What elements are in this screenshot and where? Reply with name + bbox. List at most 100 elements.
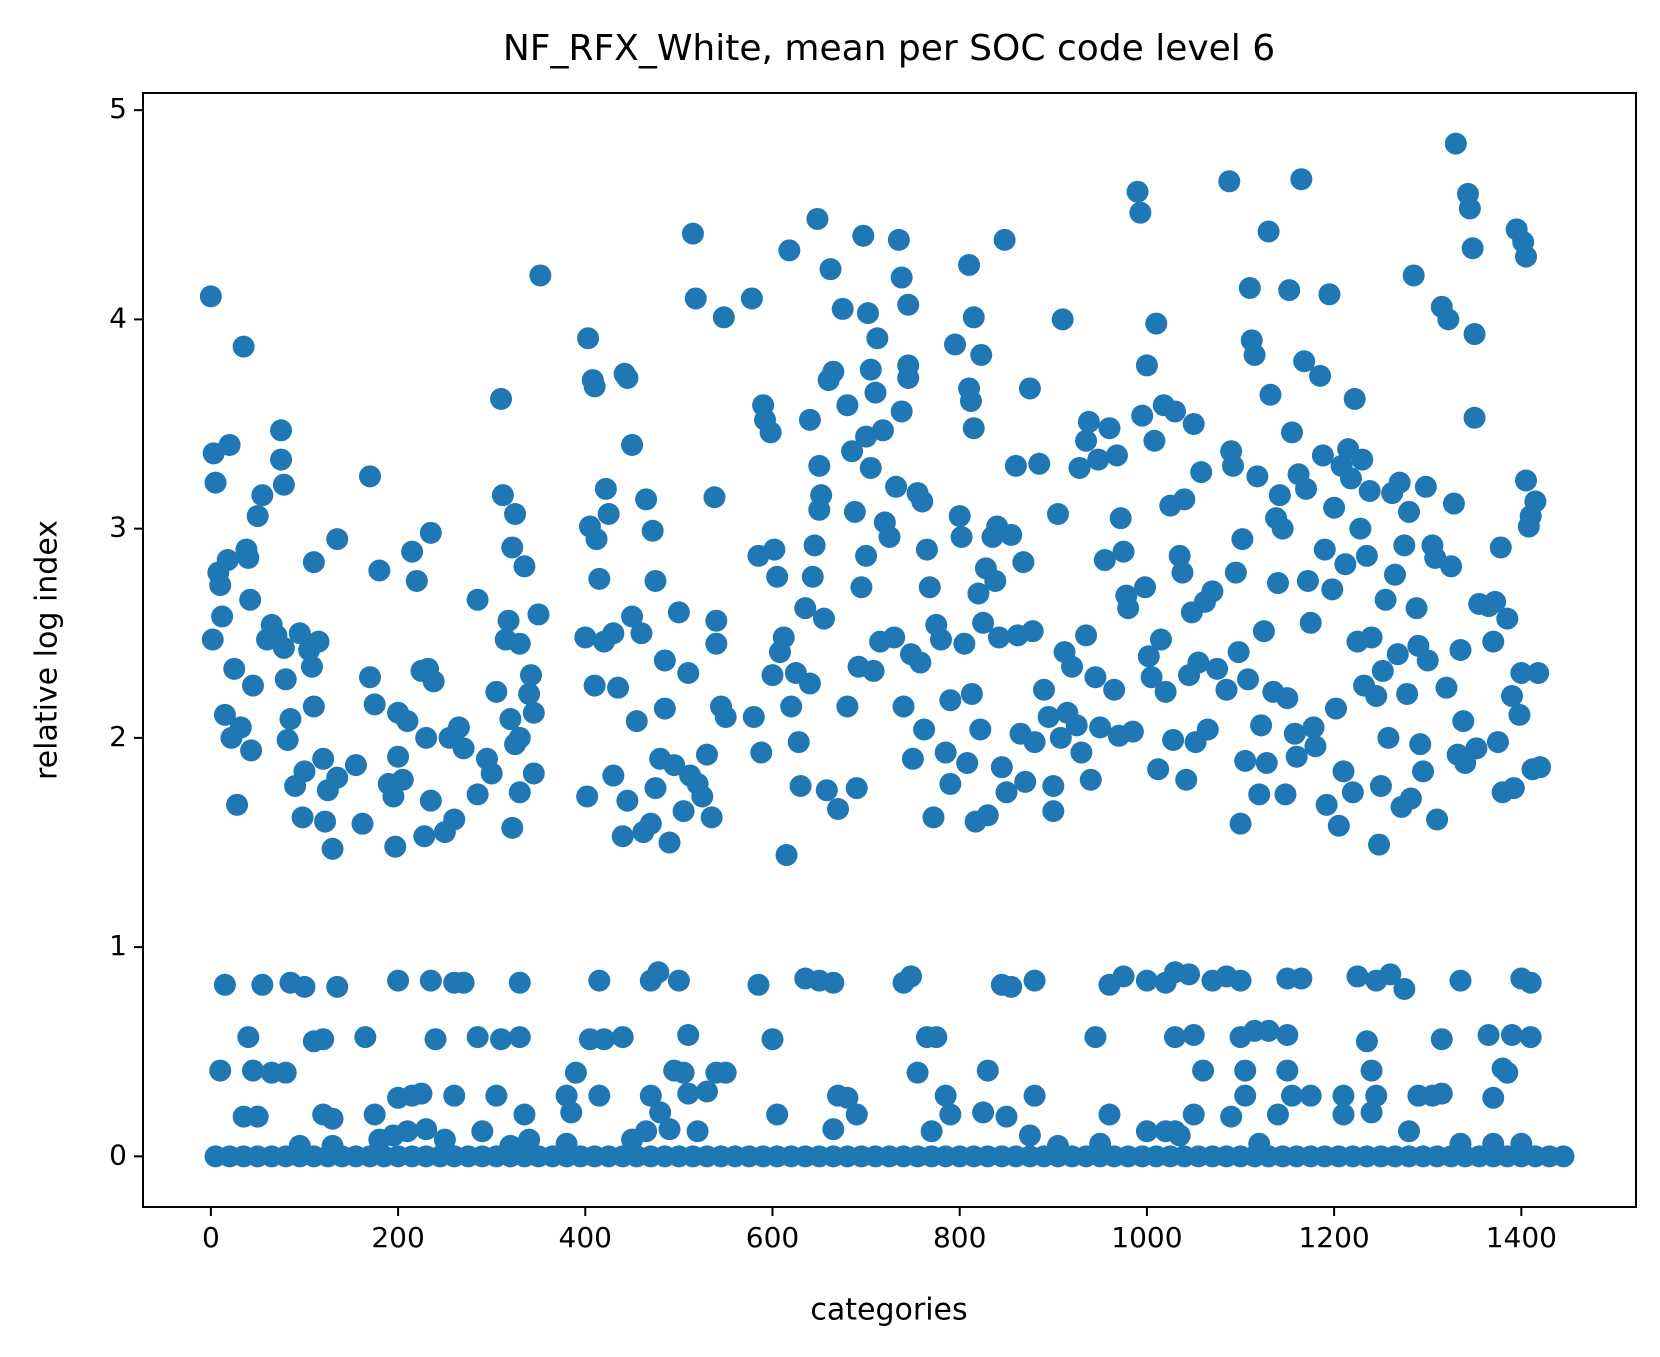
point: [1248, 1132, 1271, 1155]
point: [1502, 777, 1525, 800]
point: [1243, 343, 1266, 366]
point: [1358, 479, 1381, 502]
point: [1332, 760, 1355, 783]
point: [466, 1026, 489, 1049]
point: [878, 526, 901, 549]
point: [900, 965, 923, 988]
point: [649, 1101, 672, 1124]
point: [1023, 969, 1046, 992]
point: [1237, 668, 1260, 691]
point: [1435, 676, 1458, 699]
point: [508, 971, 531, 994]
point: [1175, 768, 1198, 791]
point: [1266, 1103, 1289, 1126]
point: [1281, 421, 1304, 444]
point: [1449, 1132, 1472, 1155]
point: [890, 266, 913, 289]
point: [972, 611, 995, 634]
point: [1283, 722, 1306, 745]
point: [988, 626, 1011, 649]
point: [576, 785, 599, 808]
point: [239, 588, 262, 611]
point: [953, 632, 976, 655]
point: [241, 1059, 264, 1082]
point: [1168, 544, 1191, 567]
point: [939, 1103, 962, 1126]
point: [1112, 965, 1135, 988]
point: [703, 486, 726, 509]
point: [1430, 1028, 1453, 1051]
point: [513, 555, 536, 578]
point: [647, 961, 670, 984]
point: [279, 708, 302, 731]
point: [1046, 1134, 1069, 1157]
x-tick-label: 600: [746, 1221, 799, 1254]
point: [574, 626, 597, 649]
point: [585, 528, 608, 551]
point: [667, 601, 690, 624]
point: [251, 973, 274, 996]
point: [827, 798, 850, 821]
point: [1426, 808, 1449, 831]
point: [1374, 588, 1397, 611]
point: [616, 789, 639, 812]
point: [607, 676, 630, 699]
point: [962, 306, 985, 329]
point: [812, 607, 835, 630]
point: [300, 655, 323, 678]
point: [384, 835, 407, 858]
point: [1163, 1120, 1186, 1143]
point: [1281, 1084, 1304, 1107]
point: [1109, 507, 1132, 530]
point: [1393, 977, 1416, 1000]
point: [616, 366, 639, 389]
point: [291, 806, 314, 829]
point: [593, 1028, 616, 1051]
point: [419, 969, 442, 992]
point: [1442, 492, 1465, 515]
point: [312, 1028, 335, 1051]
x-axis-label: categories: [810, 1293, 967, 1328]
point: [934, 1084, 957, 1107]
point: [801, 565, 824, 588]
point: [635, 1120, 658, 1143]
point: [1162, 728, 1185, 751]
point: [363, 1103, 386, 1126]
point: [1098, 1103, 1121, 1126]
point: [272, 473, 295, 496]
point: [326, 766, 349, 789]
point: [887, 228, 910, 251]
point: [1529, 756, 1552, 779]
point: [201, 628, 224, 651]
point: [588, 567, 611, 590]
point: [1290, 967, 1313, 990]
x-tick-label: 200: [371, 1221, 424, 1254]
point: [241, 674, 264, 697]
point: [630, 622, 653, 645]
point: [270, 448, 293, 471]
point: [1000, 523, 1023, 546]
point: [855, 544, 878, 567]
point: [995, 1105, 1018, 1128]
point: [915, 538, 938, 561]
point: [1515, 469, 1538, 492]
point: [1171, 561, 1194, 584]
point: [351, 812, 374, 835]
point: [911, 490, 934, 513]
point: [1117, 597, 1140, 620]
point: [307, 630, 330, 653]
point: [677, 1082, 700, 1105]
point: [480, 762, 503, 785]
point: [677, 1024, 700, 1047]
point: [1112, 540, 1135, 563]
point: [419, 521, 442, 544]
point: [519, 664, 542, 687]
point: [1105, 444, 1128, 467]
x-tick-label: 1200: [1298, 1221, 1369, 1254]
point: [237, 1026, 260, 1049]
point: [1268, 484, 1291, 507]
point: [1461, 237, 1484, 260]
point: [499, 708, 522, 731]
point: [836, 1086, 859, 1109]
point: [705, 609, 728, 632]
